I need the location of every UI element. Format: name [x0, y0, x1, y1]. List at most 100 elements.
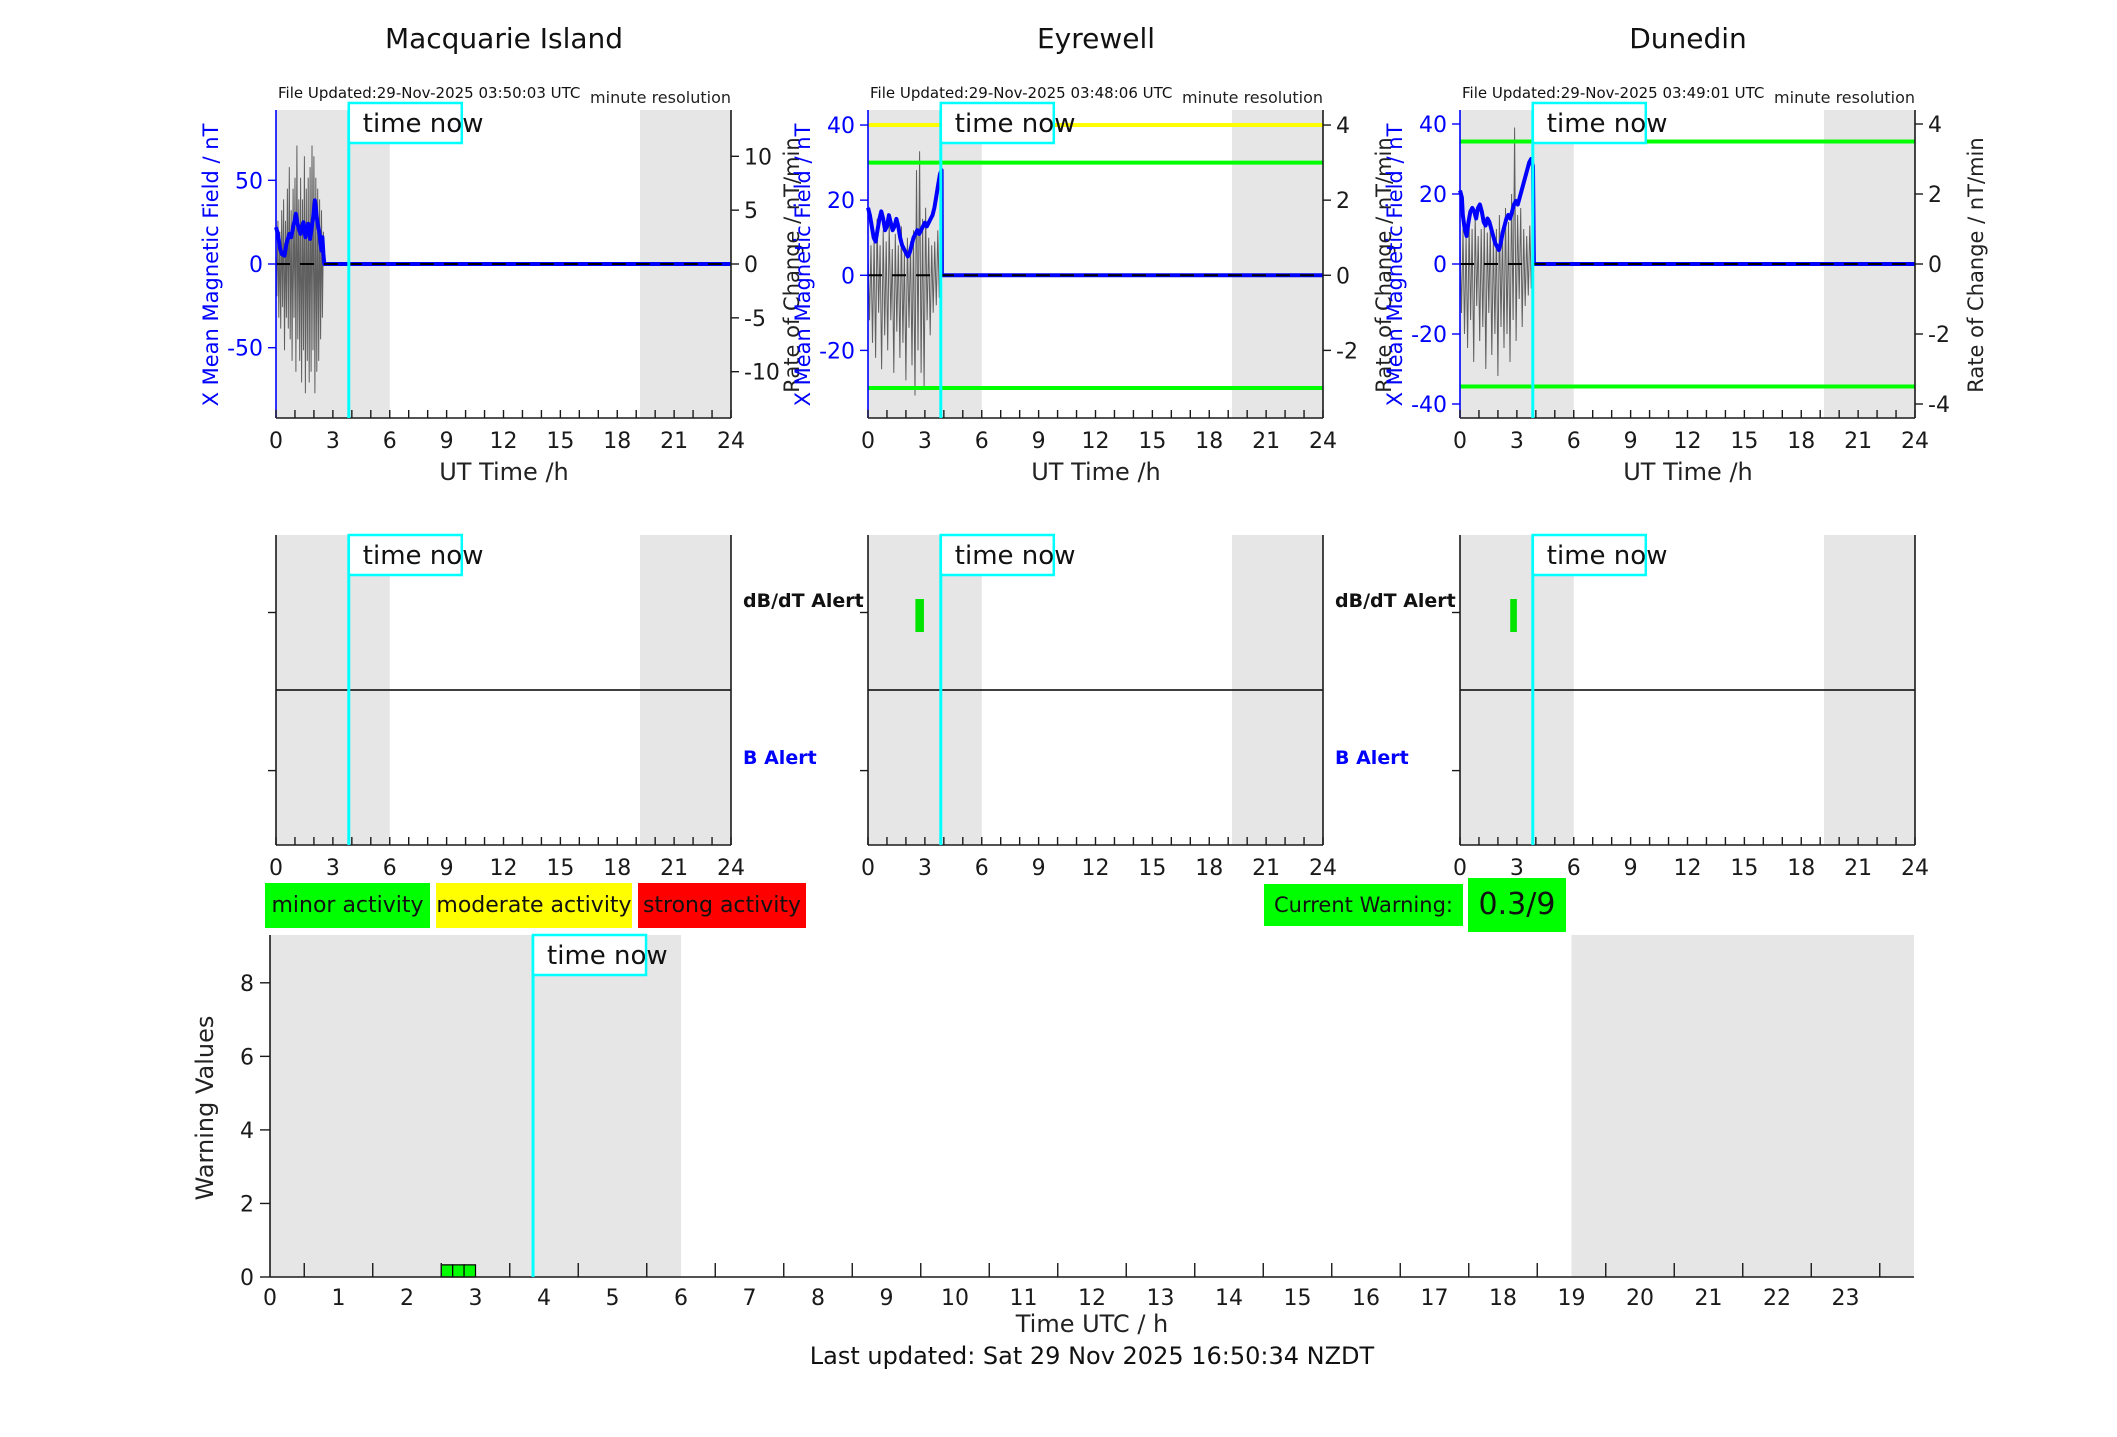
file-updated-macquarie: File Updated:29-Nov-2025 03:50:03 UTC: [278, 84, 581, 102]
time-now-box: [1531, 101, 1648, 145]
x-tick-label: 15: [1730, 856, 1758, 881]
y-tick-label: 0: [240, 1266, 254, 1291]
x-tick-label: 4: [537, 1286, 551, 1311]
x-field-line: [1458, 157, 1915, 266]
resolution-note-dunedin: minute resolution: [1774, 88, 1915, 107]
time-now-box: [1531, 533, 1648, 577]
right-tick-label: 10: [744, 145, 772, 170]
x-tick-label: 6: [383, 429, 397, 454]
x-tick-label: 21: [1844, 429, 1872, 454]
rate-of-change-line: [867, 151, 1323, 396]
file-updated-eyrewell: File Updated:29-Nov-2025 03:48:06 UTC: [870, 84, 1173, 102]
x-tick-label: 15: [1138, 856, 1166, 881]
left-tick-label: -20: [819, 339, 855, 364]
x-tick-label: 15: [1284, 1286, 1312, 1311]
x-tick-label: 8: [811, 1286, 825, 1311]
x-tick-label: 0: [269, 429, 283, 454]
x-tick-label: 0: [263, 1286, 277, 1311]
x-tick-label: 21: [660, 429, 688, 454]
station-title-macquarie: Macquarie Island: [384, 22, 624, 55]
xaxis-label-dunedin: UT Time /h: [1623, 458, 1753, 486]
station-title-eyrewell: Eyrewell: [1036, 22, 1156, 55]
time-now-label: time now: [955, 109, 1076, 139]
x-tick-label: 18: [1489, 1286, 1517, 1311]
x-tick-label: 21: [1252, 856, 1280, 881]
right-tick-label: 0: [744, 253, 758, 278]
left-tick-label: -50: [227, 337, 263, 362]
x-tick-label: 0: [1453, 429, 1467, 454]
right-tick-label: -4: [1928, 393, 1950, 418]
x-tick-label: 3: [1510, 856, 1524, 881]
y-tick-label: 4: [240, 1119, 254, 1144]
left-yaxis-label-macquarie: X Mean Magnetic Field / nT: [199, 123, 223, 407]
resolution-note-eyrewell: minute resolution: [1182, 88, 1323, 107]
x-tick-label: 24: [1901, 856, 1929, 881]
x-tick-label: 5: [606, 1286, 620, 1311]
dbdt-alert-mark: [1510, 599, 1517, 632]
x-tick-label: 15: [1730, 429, 1758, 454]
x-tick-label: 9: [1624, 856, 1638, 881]
last-updated-text: Last updated: Sat 29 Nov 2025 16:50:34 N…: [809, 1342, 1375, 1370]
x-tick-label: 3: [326, 856, 340, 881]
x-tick-label: 9: [440, 856, 454, 881]
x-tick-label: 6: [975, 856, 989, 881]
right-tick-label: -5: [744, 307, 766, 332]
b-alert-label-1: B Alert: [743, 747, 817, 769]
x-tick-label: 24: [1901, 429, 1929, 454]
legend-moderate-activity: moderate activity: [436, 883, 632, 928]
x-tick-label: 0: [861, 429, 875, 454]
time-now-label: time now: [1547, 109, 1668, 139]
x-tick-label: 24: [717, 429, 745, 454]
x-tick-label: 6: [383, 856, 397, 881]
right-tick-label: 2: [1928, 183, 1942, 208]
xaxis-label-eyrewell: UT Time /h: [1031, 458, 1161, 486]
x-tick-label: 20: [1626, 1286, 1654, 1311]
left-tick-label: 40: [1419, 113, 1447, 138]
time-now-label: time now: [547, 941, 668, 971]
x-tick-label: 6: [674, 1286, 688, 1311]
x-tick-label: 21: [660, 856, 688, 881]
right-tick-label: 4: [1928, 113, 1942, 138]
x-tick-label: 3: [326, 429, 340, 454]
left-tick-label: 20: [827, 189, 855, 214]
x-tick-label: 16: [1352, 1286, 1380, 1311]
station-title-dunedin: Dunedin: [1629, 22, 1747, 55]
x-tick-label: 13: [1147, 1286, 1175, 1311]
right-tick-label: -2: [1336, 339, 1358, 364]
x-tick-label: 19: [1558, 1286, 1586, 1311]
night-shading: [1232, 110, 1323, 418]
time-now-box: [939, 533, 1056, 577]
left-tick-label: 0: [1433, 253, 1447, 278]
left-tick-label: 40: [827, 114, 855, 139]
x-tick-label: 12: [1674, 429, 1702, 454]
x-tick-label: 2: [400, 1286, 414, 1311]
x-tick-label: 18: [1787, 429, 1815, 454]
warning-bar: [463, 1264, 477, 1278]
x-tick-label: 12: [1078, 1286, 1106, 1311]
right-tick-label: -10: [744, 361, 780, 386]
x-tick-label: 12: [1082, 429, 1110, 454]
x-tick-label: 17: [1421, 1286, 1449, 1311]
x-tick-label: 9: [440, 429, 454, 454]
x-tick-label: 15: [546, 429, 574, 454]
time-now-label: time now: [1547, 541, 1668, 571]
x-tick-label: 18: [603, 856, 631, 881]
legend-minor-activity: minor activity: [265, 883, 430, 928]
x-tick-label: 24: [717, 856, 745, 881]
x-tick-label: 12: [490, 429, 518, 454]
x-tick-label: 15: [546, 856, 574, 881]
right-tick-label: 0: [1928, 253, 1942, 278]
time-now-label: time now: [363, 541, 484, 571]
x-tick-label: 14: [1215, 1286, 1243, 1311]
x-tick-label: 18: [1195, 429, 1223, 454]
x-tick-label: 3: [918, 856, 932, 881]
xaxis-label-macquarie: UT Time /h: [439, 458, 569, 486]
file-updated-dunedin: File Updated:29-Nov-2025 03:49:01 UTC: [1462, 84, 1765, 102]
left-tick-label: -20: [1411, 323, 1447, 348]
x-tick-label: 0: [269, 856, 283, 881]
x-tick-label: 21: [1695, 1286, 1723, 1311]
x-tick-label: 10: [941, 1286, 969, 1311]
x-tick-label: 12: [1674, 856, 1702, 881]
y-tick-label: 8: [240, 972, 254, 997]
